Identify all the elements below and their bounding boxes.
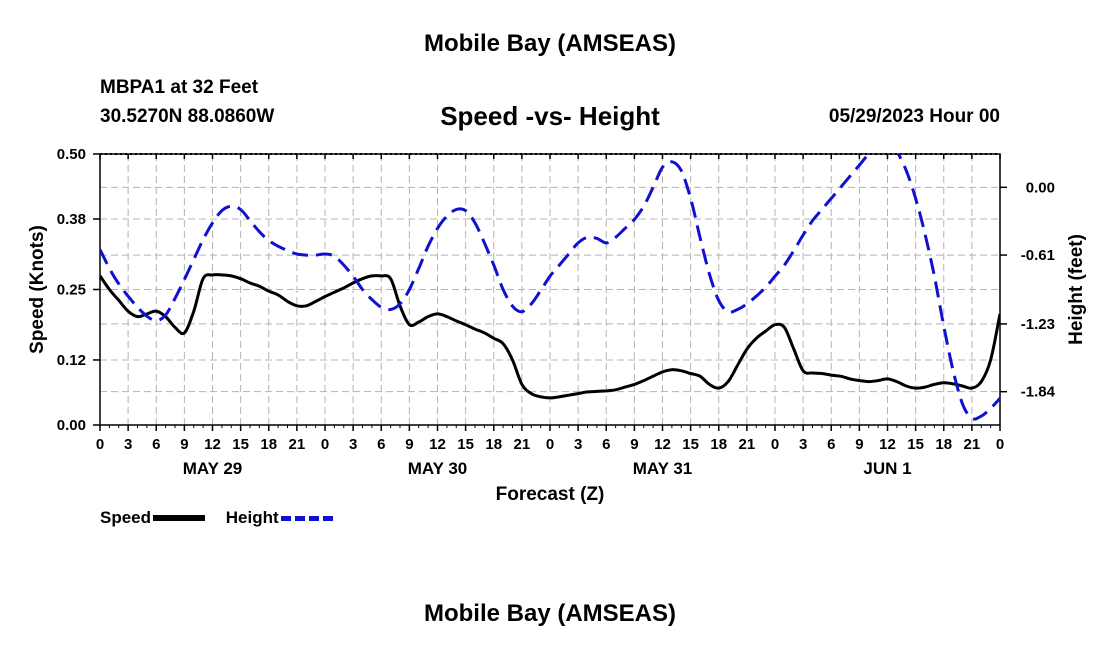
y2-tick-label: -0.61 [1021, 247, 1055, 264]
y2-tick-label: -1.84 [1021, 384, 1056, 401]
coordinates-label: 30.5270N 88.0860W [100, 106, 275, 127]
x-tick-label: 9 [855, 436, 863, 453]
x-tick-label: 15 [682, 436, 699, 453]
chart-subtitle: Speed -vs- Height [440, 101, 660, 131]
height-series-line [100, 154, 1000, 421]
chart-title: Mobile Bay (AMSEAS) [423, 30, 677, 57]
x-tick-label: 9 [180, 436, 188, 453]
day-label: MAY 29 [183, 459, 243, 478]
x-tick-label: 3 [124, 436, 132, 453]
x-tick-label: 6 [377, 436, 385, 453]
y2-tick-label: 0.00 [1026, 179, 1055, 196]
x-tick-label: 9 [405, 436, 413, 453]
x-tick-label: 18 [710, 436, 727, 453]
legend-height-swatch [280, 515, 333, 521]
x-tick-label: 6 [602, 436, 610, 453]
legend-speed: Speed [100, 508, 206, 528]
day-label: MAY 31 [633, 459, 693, 478]
chart-title-repeat: Mobile Bay (AMSEAS) [423, 600, 677, 627]
legend-speed-label: Speed [100, 508, 152, 527]
y-tick-label: 0.38 [57, 211, 86, 228]
x-tick-label: 9 [630, 436, 638, 453]
legend-height-label: Height [225, 508, 279, 527]
y2-axis-title: Height (feet) [1066, 234, 1087, 345]
x-tick-label: 6 [827, 436, 835, 453]
y2-tick-label: -1.23 [1021, 316, 1055, 333]
y-tick-label: 0.00 [57, 417, 86, 434]
x-tick-label: 21 [514, 436, 531, 453]
x-tick-label: 0 [996, 436, 1004, 453]
x-tick-label: 0 [321, 436, 329, 453]
x-tick-label: 15 [457, 436, 474, 453]
x-tick-label: 0 [771, 436, 779, 453]
x-tick-label: 18 [485, 436, 502, 453]
x-tick-label: 18 [935, 436, 952, 453]
x-tick-label: 12 [879, 436, 896, 453]
day-label: MAY 30 [408, 459, 468, 478]
x-tick-label: 6 [152, 436, 160, 453]
x-tick-label: 15 [232, 436, 249, 453]
x-tick-label: 18 [260, 436, 277, 453]
x-tick-label: 12 [204, 436, 221, 453]
x-tick-label: 0 [96, 436, 104, 453]
y-tick-label: 0.12 [57, 352, 86, 369]
x-tick-label: 15 [907, 436, 924, 453]
speed-series-line [100, 273, 1000, 400]
x-tick-label: 21 [739, 436, 756, 453]
station-label: MBPA1 at 32 Feet [100, 77, 259, 98]
x-tick-label: 3 [349, 436, 357, 453]
y-tick-label: 0.25 [57, 282, 86, 299]
x-tick-label: 0 [546, 436, 554, 453]
x-tick-label: 12 [654, 436, 671, 453]
x-tick-label: 12 [429, 436, 446, 453]
day-label: JUN 1 [863, 459, 911, 478]
x-axis-title: Forecast (Z) [496, 484, 605, 505]
forecast-datetime: 05/29/2023 Hour 00 [828, 106, 1000, 127]
x-tick-label: 21 [289, 436, 306, 453]
x-tick-label: 21 [964, 436, 981, 453]
y-axis-title: Speed (Knots) [27, 225, 48, 354]
legend-height: Height [226, 508, 333, 528]
x-tick-label: 3 [799, 436, 807, 453]
x-tick-label: 3 [574, 436, 582, 453]
legend-speed-swatch [153, 515, 206, 521]
legend: Speed Height [100, 508, 349, 528]
y-tick-label: 0.50 [57, 146, 86, 163]
